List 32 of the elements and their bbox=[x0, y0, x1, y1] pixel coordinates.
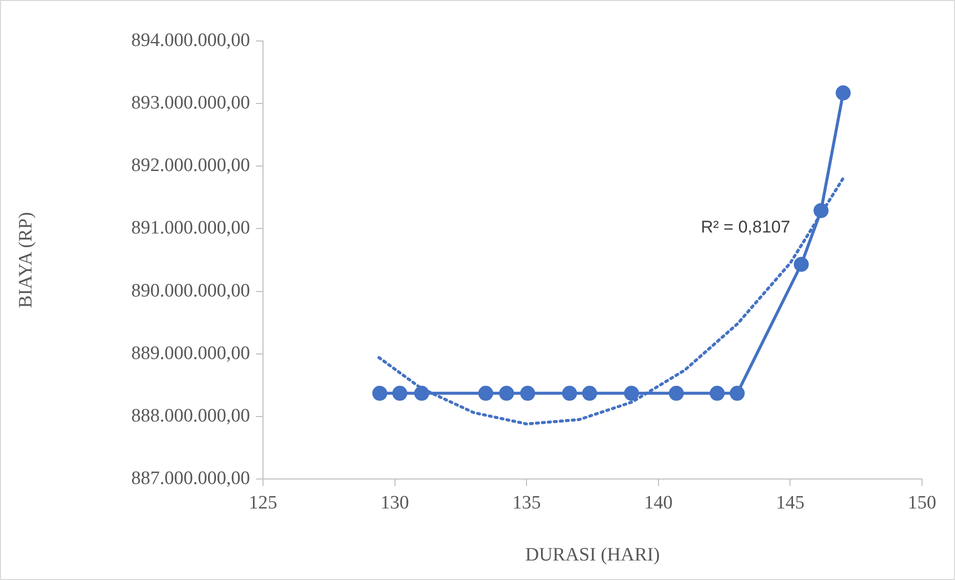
point bbox=[478, 386, 494, 401]
point bbox=[392, 386, 408, 401]
x-tick-label: 150 bbox=[908, 492, 936, 514]
x-tick-label: 145 bbox=[776, 492, 804, 514]
y-tick-label: 892.000.000,00 bbox=[131, 155, 250, 176]
x-tick-label: 125 bbox=[248, 492, 278, 514]
point bbox=[814, 203, 829, 218]
x-axis-title: DURASI (HARI) bbox=[525, 544, 660, 566]
x-tick-label: 130 bbox=[380, 492, 410, 514]
point bbox=[794, 256, 809, 272]
x-tick-label: 140 bbox=[644, 492, 673, 514]
point bbox=[710, 386, 725, 401]
point bbox=[372, 386, 388, 401]
point bbox=[730, 386, 745, 401]
y-tick-label: 887.000.000,00 bbox=[131, 468, 250, 489]
y-tick-label: 893.000.000,00 bbox=[131, 92, 250, 114]
y-tick-label: 891.000.000,00 bbox=[131, 218, 250, 239]
y-tick-label: 889.000.000,00 bbox=[131, 342, 250, 364]
point bbox=[668, 386, 684, 401]
y-tick-label: 894.000.000,00 bbox=[131, 30, 250, 51]
point bbox=[499, 386, 514, 401]
point bbox=[836, 85, 851, 100]
point bbox=[582, 386, 598, 401]
point bbox=[520, 386, 536, 401]
y-axis-title: BIAYA (RP) bbox=[15, 212, 36, 308]
y-tick-label: 888.000.000,00 bbox=[131, 405, 250, 426]
point bbox=[414, 386, 430, 401]
point bbox=[562, 386, 578, 401]
y-tick-label: 890.000.000,00 bbox=[131, 280, 250, 302]
annotation: R² = 0,8107 bbox=[700, 217, 790, 236]
point bbox=[624, 386, 640, 401]
x-tick-label: 135 bbox=[512, 492, 541, 514]
